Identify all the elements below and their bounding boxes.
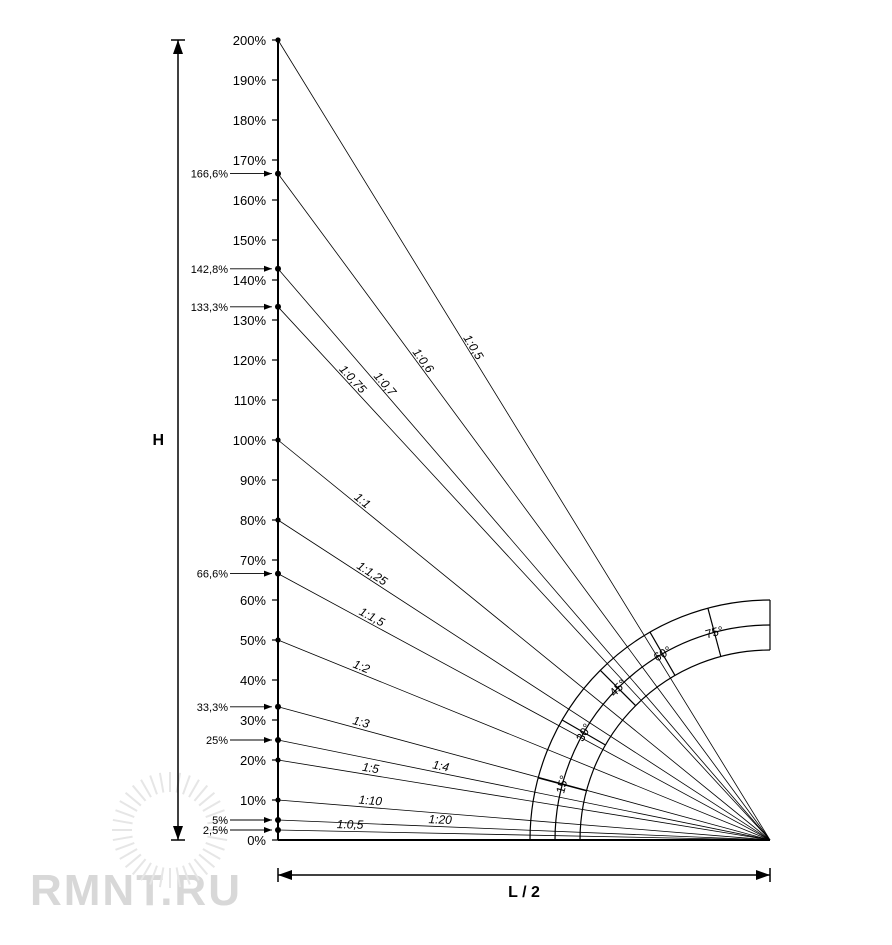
leader-arrow bbox=[264, 737, 272, 743]
x-axis-label: L / 2 bbox=[508, 884, 540, 901]
extra-pct-label: 33,3% bbox=[197, 702, 228, 714]
watermark-ray bbox=[115, 810, 134, 817]
ratio-label: 1:1,25 bbox=[354, 559, 390, 589]
ray-dot bbox=[275, 757, 280, 762]
ratio-label: 1:0,6 bbox=[410, 346, 437, 376]
watermark-ray bbox=[206, 843, 225, 850]
ratio-label: 1:1 bbox=[352, 490, 374, 511]
watermark-ray bbox=[126, 793, 141, 806]
x-arrow-right bbox=[756, 870, 770, 880]
ray-dot bbox=[275, 704, 280, 709]
watermark-ray bbox=[160, 773, 163, 793]
watermark-ray bbox=[199, 793, 214, 806]
pct-label: 200% bbox=[233, 33, 267, 48]
leader-arrow bbox=[264, 171, 272, 177]
ratio-label: 1:5 bbox=[361, 760, 380, 777]
extra-pct-label: 142,8% bbox=[191, 264, 229, 276]
watermark-ray bbox=[113, 820, 133, 823]
y-arrow-bot bbox=[173, 826, 183, 840]
extra-pct-label: 66,6% bbox=[197, 569, 228, 581]
ray-dot bbox=[275, 171, 280, 176]
slope-ray bbox=[278, 269, 770, 840]
extra-pct-label: 25% bbox=[206, 735, 228, 747]
watermark-ray bbox=[141, 780, 151, 797]
pct-label: 110% bbox=[234, 393, 267, 408]
pct-label: 190% bbox=[233, 73, 267, 88]
ratio-label: 1:1,5 bbox=[357, 604, 387, 629]
ray-dot bbox=[275, 37, 280, 42]
ray-dot bbox=[275, 571, 280, 576]
y-axis-label: H bbox=[152, 432, 164, 449]
ray-dot bbox=[275, 737, 280, 742]
watermark-ray bbox=[115, 843, 134, 850]
slope-diagram: RMNT.RU L / 2 H 0% 10% 20% 30% 40% 50% 60% 70% 80% 9… bbox=[0, 0, 892, 945]
pct-label: 30% bbox=[240, 713, 266, 728]
ray-dot bbox=[275, 827, 280, 832]
slope-ray bbox=[278, 520, 770, 840]
pct-label: 0% bbox=[247, 833, 266, 848]
pct-label: 170% bbox=[233, 153, 267, 168]
pct-label: 90% bbox=[240, 473, 266, 488]
leader-arrow bbox=[264, 827, 272, 833]
ratio-label: 1:2 bbox=[351, 657, 372, 676]
angle-label: 15° bbox=[553, 774, 571, 795]
pct-label: 100% bbox=[233, 433, 267, 448]
pct-label: 160% bbox=[233, 193, 267, 208]
watermark-ray bbox=[207, 837, 227, 840]
leader-arrow bbox=[264, 571, 272, 577]
ratio-label: 1:3 bbox=[351, 713, 371, 731]
pct-label: 120% bbox=[233, 353, 267, 368]
watermark-ray bbox=[113, 837, 133, 840]
pct-label: 150% bbox=[233, 233, 267, 248]
watermark-ray bbox=[183, 775, 190, 794]
ray-dot bbox=[275, 304, 280, 309]
pct-label: 70% bbox=[240, 553, 266, 568]
extra-pct-label: 2,5% bbox=[203, 825, 228, 837]
leader-arrow bbox=[264, 266, 272, 272]
pct-label: 80% bbox=[240, 513, 266, 528]
angle-label: 60° bbox=[651, 643, 674, 664]
x-arrow-left bbox=[278, 870, 292, 880]
ratio-label: 1:10 bbox=[358, 793, 383, 809]
watermark-ray bbox=[150, 775, 157, 794]
leader-arrow bbox=[264, 817, 272, 823]
ratio-label: 1:0,5 bbox=[460, 332, 486, 362]
watermark-ray bbox=[194, 786, 207, 801]
ratio-label: 1:0,7 bbox=[371, 369, 400, 399]
watermark-ray bbox=[120, 801, 137, 811]
ratio-label: 1:0,5 bbox=[337, 817, 364, 832]
watermark-ray bbox=[203, 801, 220, 811]
angle-label: 30° bbox=[573, 721, 594, 744]
ray-dot bbox=[275, 266, 280, 271]
pct-label: 60% bbox=[240, 593, 266, 608]
leader-arrow bbox=[264, 304, 272, 310]
ray-dot bbox=[275, 817, 280, 822]
ray-dot bbox=[275, 517, 280, 522]
pct-label: 180% bbox=[233, 113, 267, 128]
pct-label: 140% bbox=[233, 273, 267, 288]
watermark-ray bbox=[120, 849, 137, 859]
watermark-ray bbox=[189, 780, 199, 797]
watermark-ray bbox=[133, 786, 146, 801]
extra-pct-label: 166,6% bbox=[191, 169, 229, 181]
watermark-text: RMNT.RU bbox=[30, 866, 242, 915]
pct-label: 50% bbox=[240, 633, 266, 648]
y-arrow-top bbox=[173, 40, 183, 54]
ratio-label: 1:0,75 bbox=[336, 362, 369, 396]
extra-pct-label: 133,3% bbox=[191, 302, 229, 314]
leader-arrow bbox=[264, 704, 272, 710]
ray-dot bbox=[275, 637, 280, 642]
ray-dot bbox=[275, 437, 280, 442]
arc-ring bbox=[530, 600, 770, 840]
ray-dot bbox=[275, 797, 280, 802]
pct-label: 130% bbox=[233, 313, 267, 328]
pct-label: 20% bbox=[240, 753, 266, 768]
watermark-ray bbox=[203, 849, 220, 859]
angle-label: 75° bbox=[704, 623, 725, 641]
pct-label: 40% bbox=[240, 673, 266, 688]
pct-label: 10% bbox=[240, 793, 266, 808]
slope-ray bbox=[278, 40, 770, 840]
ratio-label: 1:20 bbox=[428, 812, 452, 827]
